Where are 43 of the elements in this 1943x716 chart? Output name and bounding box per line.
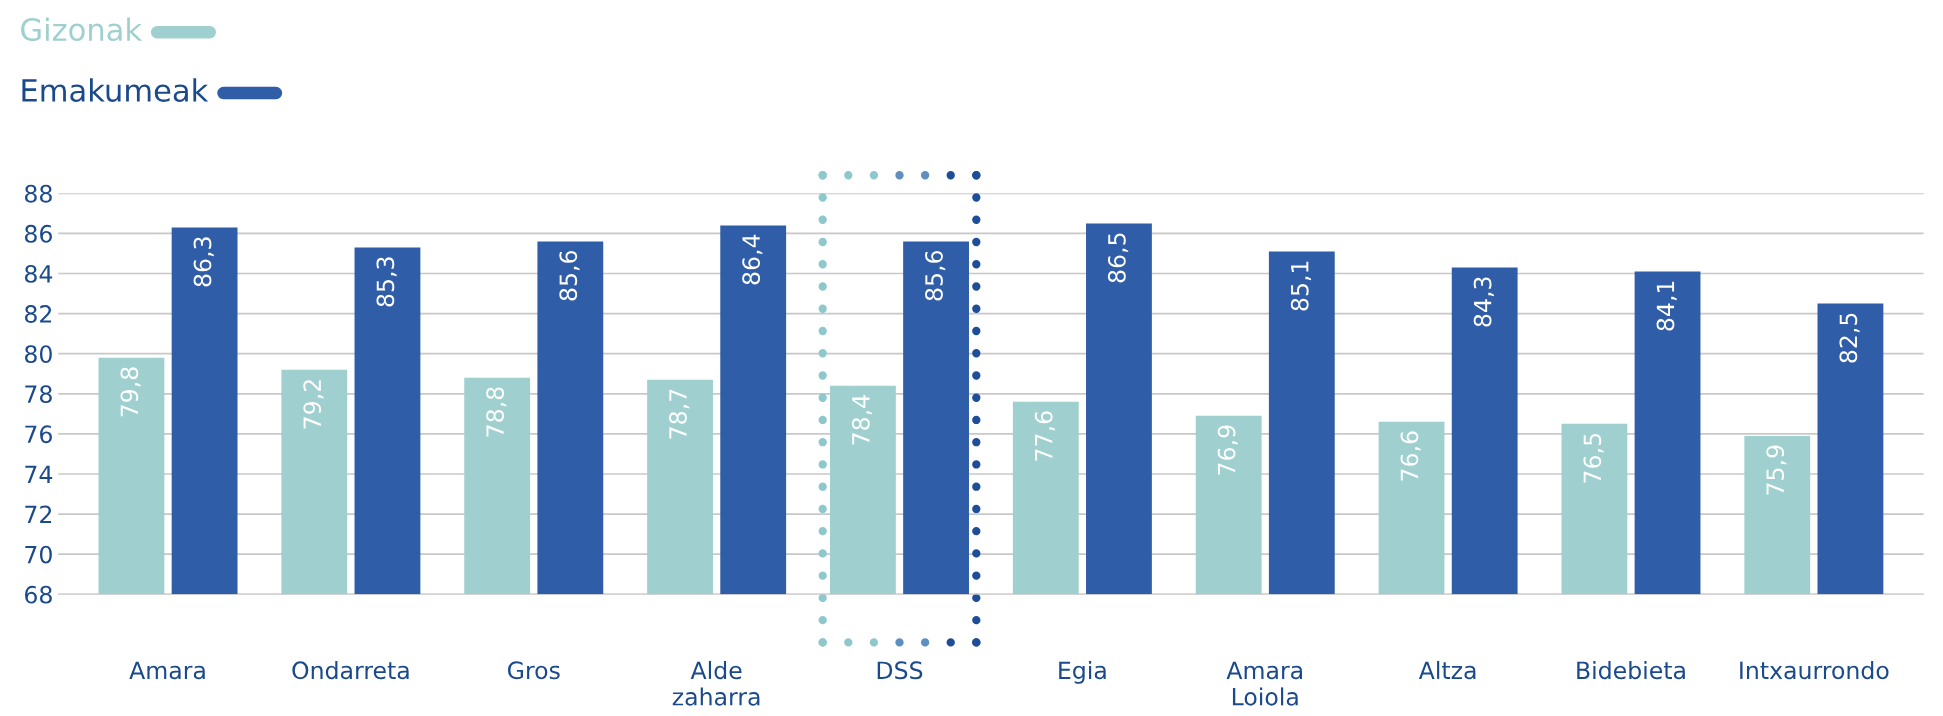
x-tick-label: Amara: [129, 661, 205, 680]
data-label: 85,6: [559, 250, 580, 301]
x-tick-label: DSS: [877, 661, 923, 680]
y-tick-label: 74: [25, 465, 53, 483]
legend-label: Emakumeak: [22, 78, 209, 102]
data-label: 82,5: [1839, 313, 1860, 363]
y-tick-label: 70: [25, 545, 52, 564]
data-label: 77,6: [1034, 411, 1056, 461]
data-label: 86,4: [742, 234, 763, 285]
data-label: 78,4: [851, 395, 873, 445]
x-tick-label: Ondarreta: [292, 660, 409, 680]
data-label: 85,3: [376, 257, 397, 307]
data-label: 86,5: [1107, 233, 1129, 283]
y-tick-label: 84: [24, 264, 53, 283]
x-tick-label: Egia: [1059, 660, 1106, 684]
data-label: 85,1: [1290, 261, 1312, 311]
x-tick-label: Gros: [507, 661, 560, 680]
data-label: 76,9: [1217, 425, 1238, 475]
y-tick-label: 88: [24, 184, 52, 203]
y-tick-label: 82: [24, 305, 52, 323]
y-tick-label: 76: [25, 425, 52, 444]
y-tick-label: 78: [25, 385, 52, 404]
data-label: 79,8: [120, 367, 141, 417]
data-label: 76,6: [1400, 431, 1421, 481]
legend-label: Gizonak: [21, 17, 143, 42]
y-tick-label: 68: [25, 585, 52, 604]
x-tick-label: Altza: [1418, 660, 1476, 680]
x-tick-label: Bidebieta: [1577, 660, 1685, 680]
y-tick-label: 86: [24, 224, 52, 243]
data-label: 79,2: [303, 380, 324, 429]
x-tick-label: Amara Loiola: [1226, 661, 1302, 706]
data-label: 85,6: [925, 250, 946, 301]
data-label: 76,5: [1583, 433, 1604, 483]
data-label: 84,1: [1656, 281, 1677, 331]
y-tick-label: 80: [24, 345, 52, 364]
x-tick-label: Intxaurrondo: [1740, 660, 1889, 680]
data-label: 78,8: [486, 387, 507, 437]
x-tick-label: Alde zaharra: [672, 660, 760, 706]
data-label: 84,3: [1473, 277, 1494, 327]
data-label: 86,3: [193, 237, 214, 287]
y-tick-label: 72: [25, 505, 52, 524]
data-label: 75,9: [1766, 445, 1787, 495]
data-label: 78,7: [669, 389, 690, 439]
